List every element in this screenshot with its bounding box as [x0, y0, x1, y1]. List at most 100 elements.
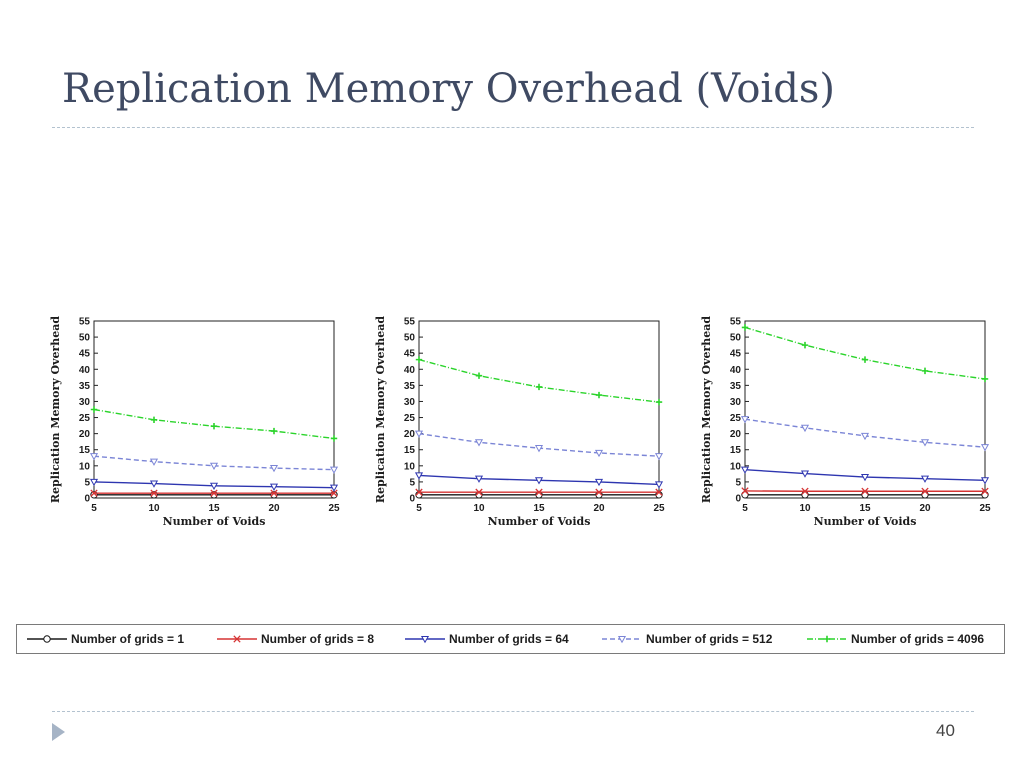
- data-point: [149, 480, 159, 488]
- data-point: [981, 487, 989, 495]
- data-point: [475, 372, 483, 379]
- y-tick-label: 10: [404, 461, 416, 472]
- y-tick-label: 30: [404, 397, 416, 408]
- data-point: [329, 466, 339, 474]
- data-point: [415, 488, 423, 496]
- series-3: [89, 478, 339, 492]
- x-tick-label: 5: [416, 503, 422, 514]
- data-point: [150, 489, 158, 497]
- triangle-bullet-svg: [52, 723, 65, 741]
- data-point: [980, 444, 990, 452]
- series-4: [740, 416, 990, 452]
- slide-title: Replication Memory Overhead (Voids): [62, 66, 835, 112]
- data-point: [329, 484, 339, 492]
- legend-marker: [420, 635, 430, 644]
- data-point: [861, 491, 869, 499]
- series-5: [741, 324, 989, 383]
- data-point: [534, 477, 544, 485]
- x-tick-label: 20: [919, 503, 931, 514]
- data-point: [655, 398, 663, 406]
- footer-divider: [52, 711, 974, 712]
- legend-marker: [617, 635, 627, 644]
- y-tick-label: 45: [730, 349, 742, 360]
- data-point: [209, 462, 219, 471]
- y-tick-label: 25: [404, 413, 416, 424]
- data-point: [981, 375, 989, 383]
- data-point: [981, 491, 989, 499]
- y-tick-label: 20: [404, 429, 416, 440]
- data-point: [741, 324, 749, 331]
- chart-2: 0 5 10 15 20 25 30 35 40 45 50 55 5 10 15 20 25 Number of…: [371, 305, 671, 545]
- data-point: [801, 341, 809, 349]
- data-point: [594, 449, 604, 458]
- data-point: [801, 491, 809, 499]
- y-tick-label: 0: [735, 494, 741, 505]
- chart-legend: Number of grids = 1 Number of grids = 8 Nu…: [16, 624, 1005, 654]
- data-point: [330, 435, 338, 442]
- data-point: [980, 477, 990, 485]
- y-tick-label: 30: [730, 397, 742, 408]
- series-3: [414, 472, 664, 489]
- page-number: 40: [936, 721, 955, 740]
- series-5: [415, 356, 663, 406]
- data-point: [861, 356, 869, 363]
- legend-item-5: Number of grids = 4096: [807, 632, 984, 646]
- chart-1: 0 5 10 15 20 25 30 35 40 45 50 55 5 10 15 20 25 Number of…: [46, 305, 346, 545]
- x-tick-label: 5: [742, 503, 748, 514]
- y-tick-label: 10: [79, 461, 91, 472]
- y-tick-label: 20: [730, 429, 742, 440]
- data-point: [920, 439, 930, 447]
- y-tick-label: 15: [79, 445, 91, 456]
- y-tick-label: 40: [404, 365, 416, 376]
- data-point: [90, 489, 98, 497]
- y-tick-label: 45: [79, 349, 91, 360]
- series-3: [740, 466, 990, 485]
- y-tick-label: 50: [404, 333, 416, 344]
- plot-frame: [418, 320, 660, 499]
- data-point: [921, 487, 929, 495]
- y-tick-label: 10: [730, 461, 742, 472]
- data-point: [150, 416, 158, 423]
- y-tick-label: 0: [409, 494, 415, 505]
- y-axis-label: Replication Memory Overhead: [700, 316, 713, 503]
- data-point: [801, 487, 809, 495]
- x-tick-label: 25: [979, 503, 991, 514]
- data-point: [921, 491, 929, 499]
- data-point: [414, 430, 424, 438]
- data-point: [535, 383, 543, 391]
- y-tick-label: 50: [79, 333, 91, 344]
- legend-marker: [233, 635, 241, 643]
- y-tick-label: 5: [409, 477, 415, 488]
- x-tick-label: 10: [799, 503, 811, 514]
- data-point: [330, 489, 338, 497]
- data-point: [414, 472, 424, 480]
- data-point: [534, 445, 544, 453]
- x-tick-label: 15: [859, 503, 871, 514]
- data-point: [89, 453, 99, 461]
- series-1: [741, 491, 989, 499]
- y-axis-label: Replication Memory Overhead: [374, 316, 387, 503]
- legend-label: Number of grids = 1: [71, 632, 184, 646]
- data-point: [89, 478, 99, 487]
- legend-label: Number of grids = 512: [646, 632, 773, 646]
- legend-marker: [823, 635, 831, 643]
- data-point: [655, 488, 663, 496]
- legend-item-2: Number of grids = 8: [217, 632, 374, 646]
- series-line: [744, 326, 986, 380]
- y-tick-label: 35: [730, 381, 742, 392]
- y-tick-label: 40: [79, 365, 91, 376]
- series-line: [418, 358, 660, 403]
- y-tick-label: 15: [404, 445, 416, 456]
- data-point: [270, 489, 278, 497]
- y-tick-label: 55: [79, 317, 91, 328]
- data-point: [474, 439, 484, 447]
- data-point: [209, 482, 219, 491]
- data-point: [269, 483, 279, 491]
- data-point: [920, 475, 930, 483]
- y-tick-label: 25: [730, 413, 742, 424]
- legend-label: Number of grids = 4096: [851, 632, 984, 646]
- legend-item-3: Number of grids = 64: [405, 632, 569, 646]
- data-point: [741, 487, 749, 495]
- y-tick-label: 55: [404, 317, 416, 328]
